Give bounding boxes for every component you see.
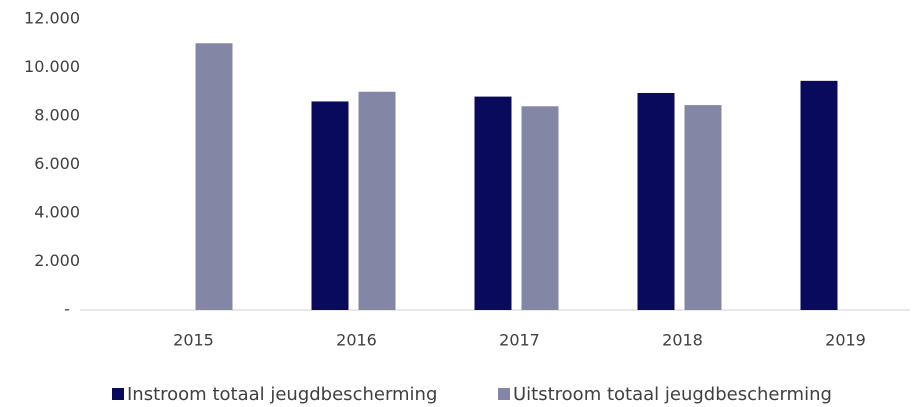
- y-tick-label: 2.000: [34, 251, 80, 270]
- bar: [474, 96, 512, 310]
- legend: Instroom totaal jeugdbescherming Uitstroo…: [112, 384, 832, 405]
- y-tick-label: 12.000: [24, 9, 80, 28]
- x-tick-label: 2019: [825, 331, 866, 350]
- x-tick-label: 2016: [336, 331, 377, 350]
- x-tick-label: 2018: [662, 331, 703, 350]
- bar: [195, 43, 233, 310]
- legend-swatch: [112, 388, 124, 400]
- x-tick-label: 2015: [173, 331, 214, 350]
- x-tick-label: 2017: [499, 331, 540, 350]
- bar: [358, 91, 396, 310]
- bar: [521, 106, 559, 310]
- y-tick-label: 8.000: [34, 106, 80, 125]
- legend-swatch: [498, 388, 510, 400]
- y-tick-label: 10.000: [24, 57, 80, 76]
- bar: [311, 101, 349, 310]
- bar: [637, 92, 675, 311]
- y-tick-label: 4.000: [34, 203, 80, 222]
- bar: [800, 80, 838, 311]
- y-tick-label: -: [64, 300, 70, 319]
- legend-label: Instroom totaal jeugdbescherming: [127, 384, 437, 405]
- legend-label: Uitstroom totaal jeugdbescherming: [513, 384, 832, 405]
- y-tick-label: 6.000: [34, 154, 80, 173]
- bar: [684, 105, 722, 311]
